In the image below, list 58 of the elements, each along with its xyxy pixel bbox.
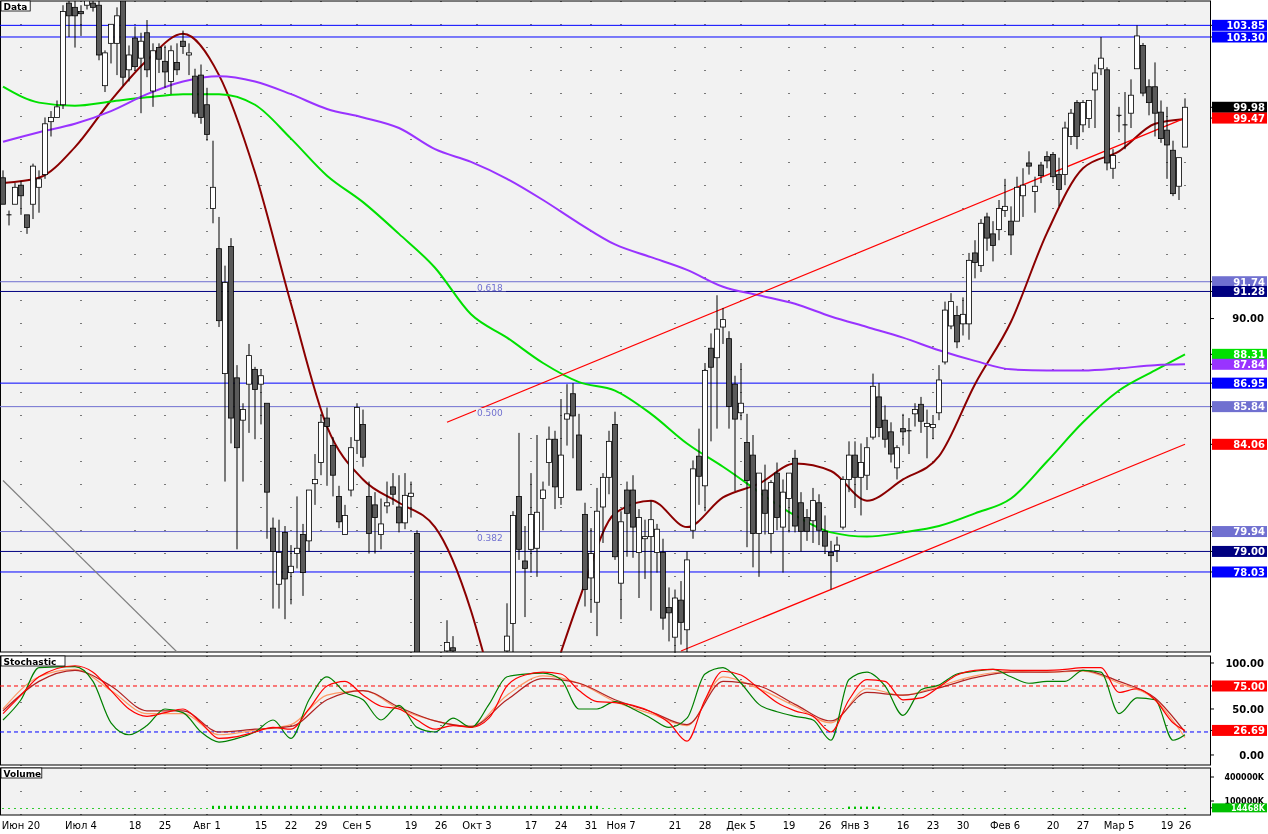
chart-title: Stochastic: [3, 656, 57, 667]
x-tick-label: 26: [818, 820, 832, 831]
x-tick-label: 29: [314, 820, 328, 831]
x-tick-label: 24: [554, 820, 568, 831]
x-tick-label: 25: [158, 820, 172, 831]
y-tick-label: 0.00: [1239, 749, 1265, 761]
x-tick-label: 19: [782, 820, 796, 831]
x-tick-label: 21: [668, 820, 682, 831]
y-tick-label: 91.74: [1233, 276, 1266, 288]
x-tick-label: Ноя 7: [606, 820, 636, 831]
y-tick-label: 90.00: [1232, 313, 1265, 325]
y-tick-label: 86.95: [1233, 377, 1266, 389]
x-tick-label: 30: [956, 820, 970, 831]
y-tick-label: 79.94: [1233, 526, 1266, 538]
y-tick-label: 103.85: [1226, 20, 1266, 32]
x-tick-label: Янв 3: [840, 820, 870, 831]
x-tick-label: 19: [404, 820, 418, 831]
y-tick-label: 400000K: [1224, 773, 1265, 783]
y-tick-label: 75.00: [1233, 680, 1266, 692]
chart-title: Volume: [3, 768, 42, 779]
y-tick-label: 85.84: [1233, 401, 1266, 413]
y-tick-label: 78.03: [1233, 566, 1266, 578]
annotation: 0.500: [477, 407, 504, 418]
x-tick-label: Окт 3: [462, 820, 492, 831]
annotation: 0.382: [477, 532, 503, 543]
y-tick-label: 79.00: [1233, 546, 1266, 558]
y-tick-label: 87.84: [1233, 359, 1266, 371]
x-tick-label: 18: [128, 820, 142, 831]
x-tick-label: 15: [254, 820, 268, 831]
y-tick-label: 103.30: [1226, 31, 1266, 43]
y-tick-label: 88.31: [1233, 349, 1266, 361]
y-tick-label: 26.69: [1233, 725, 1266, 737]
x-tick-label: Фев 6: [989, 820, 1021, 831]
y-tick-label: 99.98: [1233, 102, 1266, 114]
x-tick-label: Авг 1: [193, 820, 221, 831]
annotation: 0.618: [477, 282, 504, 293]
x-tick-label: Сен 5: [342, 820, 372, 831]
y-tick-label: 84.06: [1233, 439, 1266, 451]
x-tick-label: 19: [1160, 820, 1174, 831]
x-tick-label: 17: [524, 820, 538, 831]
x-tick-label: 31: [584, 820, 598, 831]
x-tick-label: 26: [1178, 820, 1192, 831]
y-tick-label: 50.00: [1232, 703, 1265, 715]
x-tick-label: Мар 5: [1103, 820, 1135, 831]
x-tick-label: Июл 4: [65, 820, 97, 831]
x-tick-label: 23: [926, 820, 940, 831]
x-tick-label: 26: [434, 820, 448, 831]
x-tick-label: Дек 5: [726, 820, 756, 831]
x-tick-label: 16: [896, 820, 910, 831]
x-tick-label: 20: [1046, 820, 1060, 831]
x-tick-label: Июн 20: [1, 820, 41, 831]
y-tick-label: 91.28: [1233, 286, 1266, 298]
y-tick-label: 99.47: [1233, 112, 1266, 124]
chart-title: Data: [3, 1, 28, 12]
x-tick-label: 22: [284, 820, 298, 831]
x-tick-label: 28: [698, 820, 712, 831]
y-tick-label: 100.00: [1225, 657, 1265, 669]
x-tick-label: 27: [1076, 820, 1090, 831]
